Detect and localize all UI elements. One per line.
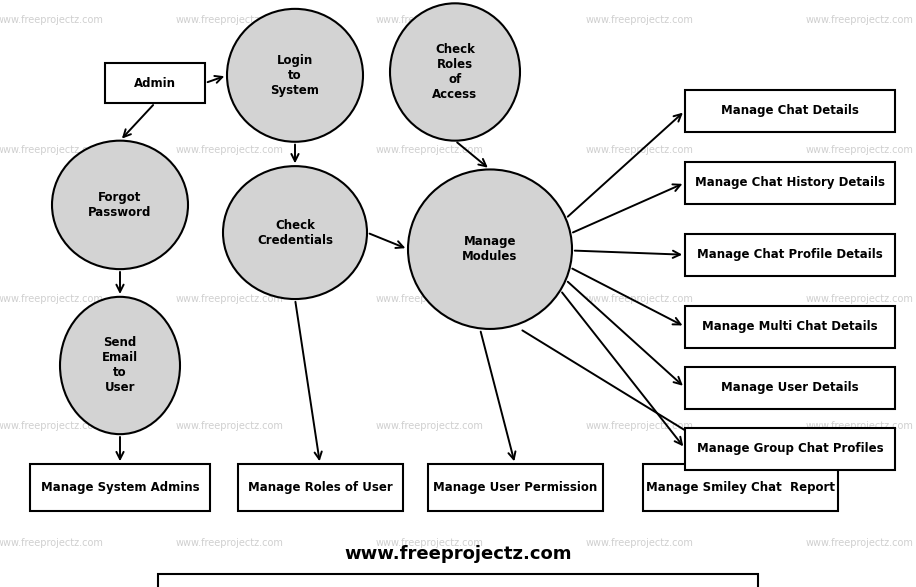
Text: www.freeprojectz.com: www.freeprojectz.com (806, 144, 914, 154)
Text: Manage System Admins: Manage System Admins (40, 481, 200, 494)
Text: Manage Chat Profile Details: Manage Chat Profile Details (697, 248, 883, 261)
Text: www.freeprojectz.com: www.freeprojectz.com (806, 538, 914, 548)
Text: Manage Chat History Details: Manage Chat History Details (695, 176, 885, 189)
Text: www.freeprojectz.com: www.freeprojectz.com (376, 538, 484, 548)
Text: www.freeprojectz.com: www.freeprojectz.com (586, 538, 694, 548)
Text: Check
Roles
of
Access: Check Roles of Access (432, 43, 477, 101)
FancyBboxPatch shape (685, 306, 895, 348)
Ellipse shape (60, 297, 180, 434)
Text: www.freeprojectz.com: www.freeprojectz.com (176, 538, 284, 548)
Text: www.freeprojectz.com: www.freeprojectz.com (376, 144, 484, 154)
Text: www.freeprojectz.com: www.freeprojectz.com (0, 421, 104, 431)
Text: www.freeprojectz.com: www.freeprojectz.com (376, 15, 484, 25)
Text: Login
to
System: Login to System (270, 54, 320, 97)
Text: Manage Multi Chat Details: Manage Multi Chat Details (703, 321, 878, 333)
Text: Manage Group Chat Profiles: Manage Group Chat Profiles (697, 442, 883, 455)
Text: Manage Chat Details: Manage Chat Details (721, 104, 859, 117)
Text: www.freeprojectz.com: www.freeprojectz.com (586, 15, 694, 25)
FancyBboxPatch shape (685, 367, 895, 409)
FancyBboxPatch shape (428, 464, 603, 511)
Ellipse shape (227, 9, 363, 142)
Text: www.freeprojectz.com: www.freeprojectz.com (586, 421, 694, 431)
Text: www.freeprojectz.com: www.freeprojectz.com (586, 144, 694, 154)
FancyBboxPatch shape (642, 464, 837, 511)
Text: Send
Email
to
User: Send Email to User (102, 336, 138, 394)
Text: www.freeprojectz.com: www.freeprojectz.com (176, 294, 284, 304)
Text: Check
Credentials: Check Credentials (257, 218, 333, 247)
FancyBboxPatch shape (237, 464, 402, 511)
Text: Forgot
Password: Forgot Password (88, 191, 152, 219)
Text: www.freeprojectz.com: www.freeprojectz.com (806, 294, 914, 304)
Text: www.freeprojectz.com: www.freeprojectz.com (176, 144, 284, 154)
Text: www.freeprojectz.com: www.freeprojectz.com (806, 15, 914, 25)
FancyBboxPatch shape (105, 63, 205, 103)
Text: www.freeprojectz.com: www.freeprojectz.com (806, 421, 914, 431)
FancyBboxPatch shape (158, 573, 758, 587)
Text: www.freeprojectz.com: www.freeprojectz.com (0, 538, 104, 548)
FancyBboxPatch shape (30, 464, 210, 511)
Text: www.freeprojectz.com: www.freeprojectz.com (0, 294, 104, 304)
FancyBboxPatch shape (685, 234, 895, 276)
Text: www.freeprojectz.com: www.freeprojectz.com (376, 421, 484, 431)
Text: Manage Smiley Chat  Report: Manage Smiley Chat Report (646, 481, 834, 494)
Text: Manage
Modules: Manage Modules (463, 235, 518, 263)
Text: www.freeprojectz.com: www.freeprojectz.com (0, 144, 104, 154)
Text: www.freeprojectz.com: www.freeprojectz.com (344, 545, 572, 563)
FancyBboxPatch shape (685, 90, 895, 132)
Text: Manage Roles of User: Manage Roles of User (247, 481, 392, 494)
Text: www.freeprojectz.com: www.freeprojectz.com (376, 294, 484, 304)
Ellipse shape (52, 141, 188, 269)
Ellipse shape (408, 170, 572, 329)
FancyBboxPatch shape (685, 427, 895, 470)
Text: www.freeprojectz.com: www.freeprojectz.com (586, 294, 694, 304)
Text: www.freeprojectz.com: www.freeprojectz.com (0, 15, 104, 25)
Text: Manage User Permission: Manage User Permission (433, 481, 597, 494)
FancyBboxPatch shape (685, 161, 895, 204)
Text: www.freeprojectz.com: www.freeprojectz.com (176, 15, 284, 25)
Ellipse shape (223, 166, 367, 299)
Text: Manage User Details: Manage User Details (721, 381, 859, 394)
Text: Admin: Admin (134, 76, 176, 90)
Ellipse shape (390, 4, 520, 141)
Text: www.freeprojectz.com: www.freeprojectz.com (176, 421, 284, 431)
